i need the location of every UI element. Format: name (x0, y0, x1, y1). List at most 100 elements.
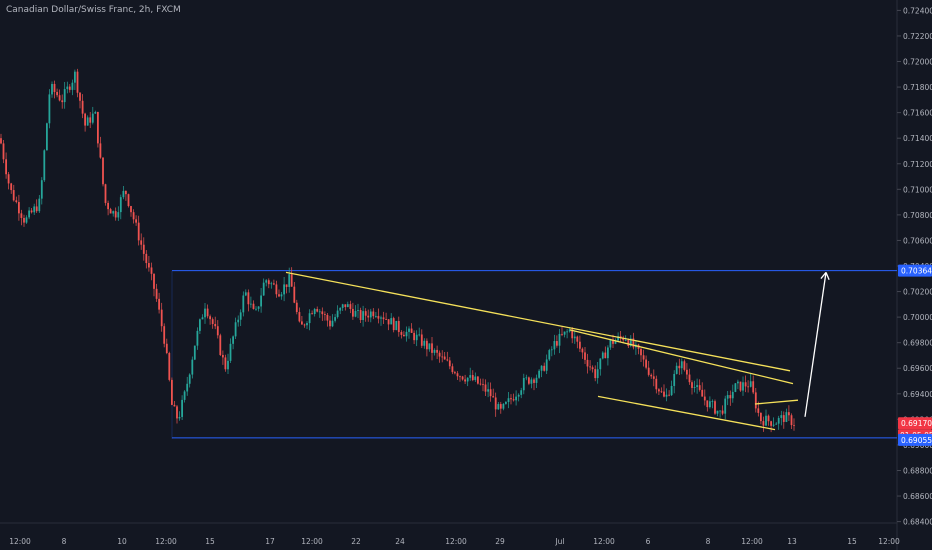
time-tick-label: 12:00 (445, 537, 467, 546)
candle-body (324, 314, 326, 315)
candle-body (329, 320, 331, 327)
candle-body (561, 333, 563, 335)
candle-body (119, 197, 122, 213)
candle-body (596, 369, 599, 379)
candle-body (270, 283, 273, 285)
time-tick-label: 12:00 (155, 537, 177, 546)
candle-body (186, 383, 189, 392)
candle-body (502, 403, 505, 409)
candle-body (229, 343, 232, 361)
candle-body (201, 317, 204, 320)
candle-body (145, 253, 148, 264)
candle-body (484, 384, 487, 392)
candle-body (548, 350, 551, 360)
candle-body (510, 398, 512, 400)
candle-body (242, 295, 245, 313)
candle-body (632, 338, 635, 348)
candle-body (206, 308, 209, 317)
horizontal-levels (171, 270, 897, 439)
candle-body (387, 319, 390, 325)
candle-body (352, 308, 354, 317)
candle-body (25, 217, 28, 223)
candle-body (640, 348, 642, 356)
candle-body (790, 415, 793, 426)
candle-body (584, 352, 586, 360)
candle-body (772, 424, 775, 426)
candle-body (12, 190, 15, 201)
candle-body (785, 412, 788, 422)
up-arrow-head (820, 271, 827, 279)
candle-body (474, 376, 477, 381)
candle-body (788, 412, 790, 416)
candle-body (454, 372, 456, 374)
candle-body (216, 326, 219, 336)
candle-body (775, 423, 778, 425)
candle-body (665, 394, 668, 397)
candle-body (471, 375, 474, 381)
candle-body (415, 334, 418, 341)
candle-body (298, 312, 301, 322)
candle-body (28, 210, 30, 218)
candle-body (744, 382, 747, 387)
candle-body (395, 320, 398, 331)
candle-body (566, 331, 568, 333)
time-axis[interactable]: 12:00 8 10 12:00 15 17 12:00 22 24 12:00 29 Jul 12:0… (9, 537, 900, 546)
candle-body (160, 309, 163, 327)
candle-body (102, 157, 104, 185)
candle-body (76, 71, 79, 93)
price-tick-label: 0.68800 (903, 466, 932, 475)
candle-body (446, 359, 449, 361)
candle-body (770, 421, 772, 426)
candle-body (423, 340, 426, 346)
candle-body (489, 389, 492, 397)
candle-body (426, 340, 428, 350)
candle-body (469, 375, 472, 378)
candle-body (2, 143, 5, 160)
candle-body (173, 404, 176, 407)
candle-body (538, 370, 540, 378)
candle-body (191, 359, 194, 375)
candle-body (711, 401, 714, 403)
candle-body (556, 341, 558, 346)
candle-body (614, 340, 617, 344)
candle-body (380, 317, 382, 319)
candle-body (734, 383, 737, 392)
candle-body (492, 396, 495, 398)
candle-body (494, 397, 497, 410)
candle-body (721, 410, 724, 414)
candle-body (122, 190, 125, 198)
candle-body (58, 95, 61, 101)
candle-body (311, 313, 313, 315)
candle-body (20, 213, 23, 218)
candle-body (714, 401, 716, 414)
candle-body (68, 86, 71, 90)
candle-body (385, 319, 387, 320)
candle-body (257, 306, 260, 309)
candle-body (79, 92, 81, 101)
candle-body (591, 367, 594, 370)
candle-body (255, 308, 257, 310)
candle-body (479, 383, 482, 385)
candle-body (51, 83, 53, 95)
candle-body (507, 398, 510, 402)
candle-body (283, 284, 285, 295)
candle-body (739, 381, 742, 391)
candle-body (285, 284, 288, 287)
candle-body (290, 274, 293, 287)
candle-body (250, 303, 252, 305)
last-price-badge (898, 417, 932, 430)
candle-body (377, 315, 380, 319)
price-tick-label: 0.72200 (903, 32, 932, 41)
candle-body (99, 143, 102, 158)
candle-body (239, 312, 242, 320)
candle-body (71, 82, 74, 90)
time-tick-label: 6 (646, 537, 651, 546)
candle-body (757, 408, 760, 413)
resistance-badge (898, 264, 932, 277)
candle-body (642, 355, 645, 360)
price-tick-label: 0.70200 (903, 288, 932, 297)
candle-body (357, 310, 359, 311)
candle-body (362, 311, 364, 321)
